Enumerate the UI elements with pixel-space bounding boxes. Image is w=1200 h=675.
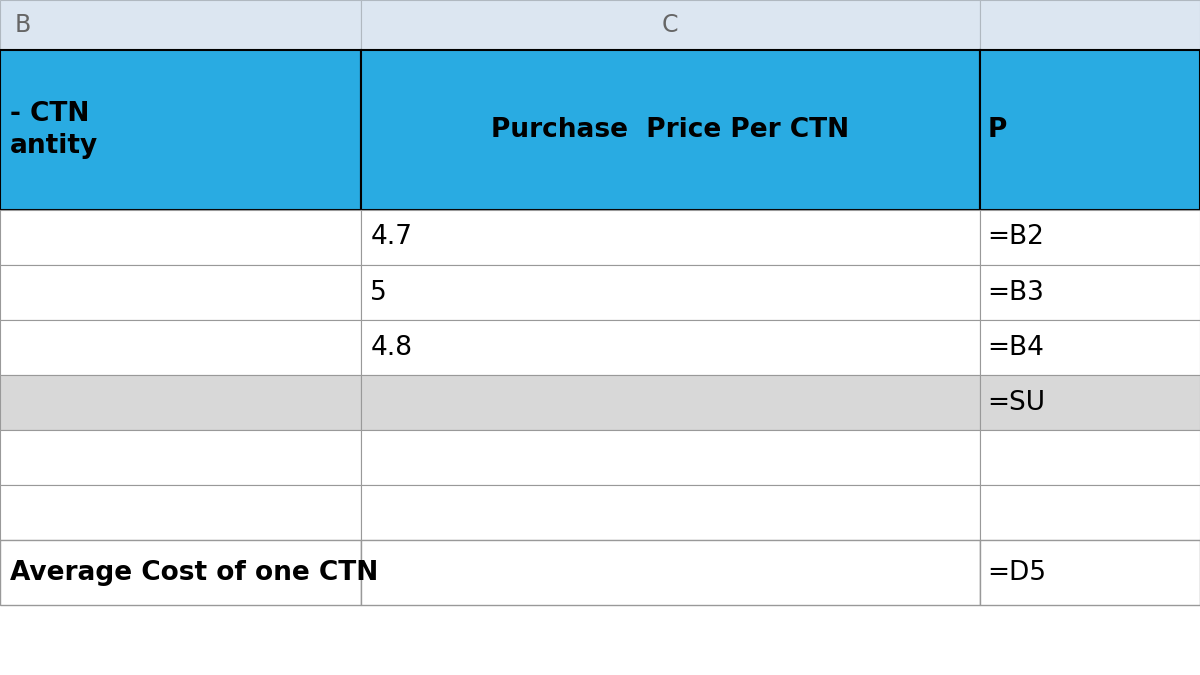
Bar: [980, 265, 1200, 320]
Bar: [360, 430, 980, 485]
Bar: [0, 50, 360, 210]
Text: - CTN: - CTN: [10, 101, 89, 127]
Bar: [0, 540, 360, 605]
Text: antity: antity: [10, 133, 98, 159]
Text: 4.7: 4.7: [370, 225, 413, 250]
Bar: [0, 485, 360, 540]
Bar: [0, 265, 360, 320]
Text: Purchase  Price Per CTN: Purchase Price Per CTN: [491, 117, 850, 143]
Bar: [360, 540, 980, 605]
Bar: [360, 0, 980, 50]
Bar: [360, 210, 980, 265]
Text: C: C: [662, 13, 678, 37]
Bar: [980, 375, 1200, 430]
Bar: [360, 265, 980, 320]
Text: =B4: =B4: [988, 335, 1044, 360]
Text: =SU: =SU: [988, 389, 1045, 416]
Text: 5: 5: [370, 279, 386, 306]
Text: P: P: [988, 117, 1007, 143]
Bar: [980, 430, 1200, 485]
Bar: [0, 375, 360, 430]
Bar: [980, 50, 1200, 210]
Text: =D5: =D5: [988, 560, 1046, 586]
Bar: [360, 375, 980, 430]
Text: 4.8: 4.8: [370, 335, 413, 360]
Text: Average Cost of one CTN: Average Cost of one CTN: [10, 560, 378, 586]
Bar: [0, 210, 360, 265]
Bar: [980, 540, 1200, 605]
Bar: [360, 50, 980, 210]
Bar: [980, 485, 1200, 540]
Bar: [980, 320, 1200, 375]
Bar: [980, 0, 1200, 50]
Bar: [0, 0, 360, 50]
Text: B: B: [14, 13, 31, 37]
Text: =B2: =B2: [988, 225, 1044, 250]
Bar: [0, 320, 360, 375]
Bar: [360, 320, 980, 375]
Bar: [980, 210, 1200, 265]
Text: =B3: =B3: [988, 279, 1044, 306]
Bar: [0, 430, 360, 485]
Bar: [360, 485, 980, 540]
